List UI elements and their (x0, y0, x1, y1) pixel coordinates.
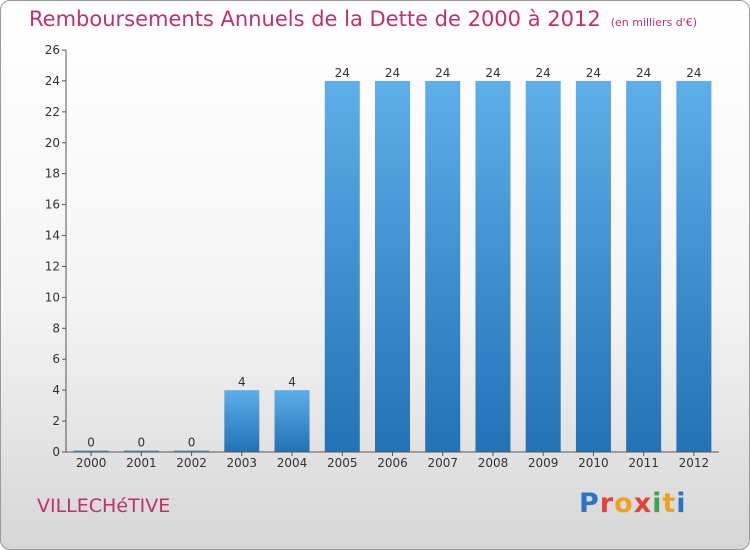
data-label-2003: 4 (238, 375, 246, 389)
chart-unit: (en milliers d'€) (610, 16, 697, 29)
y-tick-label: 24 (45, 74, 60, 88)
chart-title: Remboursements Annuels de la Dette de 20… (29, 7, 697, 31)
x-tick-label-2012: 2012 (679, 456, 710, 470)
x-tick-label-2004: 2004 (277, 456, 308, 470)
y-tick-label: 0 (52, 445, 60, 459)
bar-2008 (475, 80, 511, 452)
data-label-2004: 4 (288, 375, 296, 389)
proxiti-logo: Proxiti (579, 488, 687, 519)
y-tick-label: 10 (45, 290, 60, 304)
data-label-2007: 24 (435, 66, 450, 80)
x-axis: 2000 2001 2002 2003 2004 2005 2006 2007 2008 2009… (66, 451, 719, 470)
bar-2004 (274, 390, 310, 452)
data-label-2001: 0 (138, 436, 146, 450)
bar-2012 (676, 80, 712, 452)
data-label-2002: 0 (188, 436, 196, 450)
y-tick-label: 22 (45, 105, 60, 119)
y-tick-label: 20 (45, 136, 60, 150)
bar-2010 (575, 80, 611, 452)
bar-2000 (73, 450, 109, 452)
bar-2006 (375, 80, 410, 452)
x-tick-label-2009: 2009 (528, 456, 559, 470)
x-tick-label-2002: 2002 (176, 456, 207, 470)
x-tick-label-2008: 2008 (478, 456, 509, 470)
commune-name: VILLECHéTIVE (37, 495, 171, 517)
y-tick-label: 12 (45, 259, 60, 273)
x-tick-label-2000: 2000 (76, 456, 107, 470)
bar-2001 (123, 450, 159, 452)
data-label-2009: 24 (536, 66, 551, 80)
x-tick-label-2005: 2005 (327, 456, 358, 470)
x-tick-label-2006: 2006 (377, 456, 408, 470)
y-tick-label: 4 (52, 383, 60, 397)
x-tick-label-2003: 2003 (227, 456, 258, 470)
data-label-2006: 24 (385, 66, 400, 80)
data-label-2010: 24 (586, 66, 601, 80)
x-tick-label-2010: 2010 (578, 456, 609, 470)
y-tick-label: 8 (52, 321, 60, 335)
data-label-2005: 24 (335, 66, 350, 80)
bar-2005 (324, 80, 360, 452)
data-label-2011: 24 (636, 66, 651, 80)
x-tick-label-2007: 2007 (427, 456, 458, 470)
chart-title-text: Remboursements Annuels de la Dette de 20… (29, 7, 601, 31)
bars: 0 0 0 4 4 24 24 24 24 24 24 24 24 (73, 66, 712, 452)
y-tick-label: 26 (45, 43, 60, 57)
data-label-2008: 24 (485, 66, 500, 80)
y-tick-label: 2 (52, 414, 60, 428)
bar-2002 (174, 450, 210, 452)
y-tick-label: 14 (45, 229, 60, 243)
bar-2009 (525, 80, 561, 452)
y-tick-label: 6 (52, 352, 60, 366)
y-tick-label: 18 (45, 167, 60, 181)
bar-2003 (224, 390, 260, 452)
y-tick-label: 16 (45, 198, 60, 212)
x-tick-label-2011: 2011 (628, 456, 659, 470)
data-label-2000: 0 (87, 436, 95, 450)
x-tick-label-2001: 2001 (126, 456, 157, 470)
bar-2011 (626, 80, 662, 452)
bar-2007 (425, 80, 461, 452)
data-label-2012: 24 (686, 66, 701, 80)
